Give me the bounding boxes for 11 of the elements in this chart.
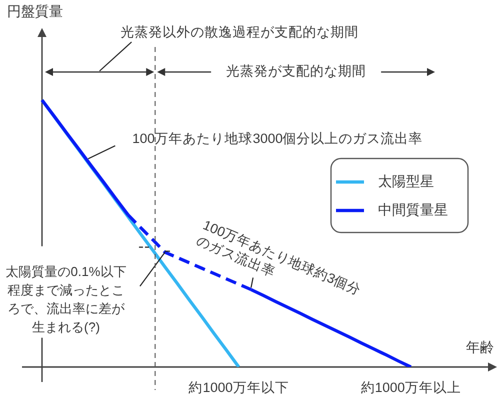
x-tick-label: 約1000万年以下 <box>188 380 289 395</box>
text: 円盤質量 <box>7 2 63 19</box>
x-axis-title: 年齢 <box>466 338 494 355</box>
text: 光蒸発が支配的な期間 <box>226 64 366 79</box>
legend-label: 中間質量星 <box>378 201 448 218</box>
annotation: 100万年あたり地球3000個分以上のガス流出率 <box>132 130 423 146</box>
legend-label: 太陽型星 <box>378 172 434 189</box>
annotation: 太陽質量の0.1%以下程度まで減ったところで、流出率に差が生まれる(?) <box>6 264 126 334</box>
x-tick-label: 約1000万年以上 <box>360 380 461 395</box>
annotation: 100万年あたり地球約3個分のガス流出率 <box>194 217 364 298</box>
text: 光蒸発以外の散逸過程が支配的な期間 <box>120 24 359 40</box>
